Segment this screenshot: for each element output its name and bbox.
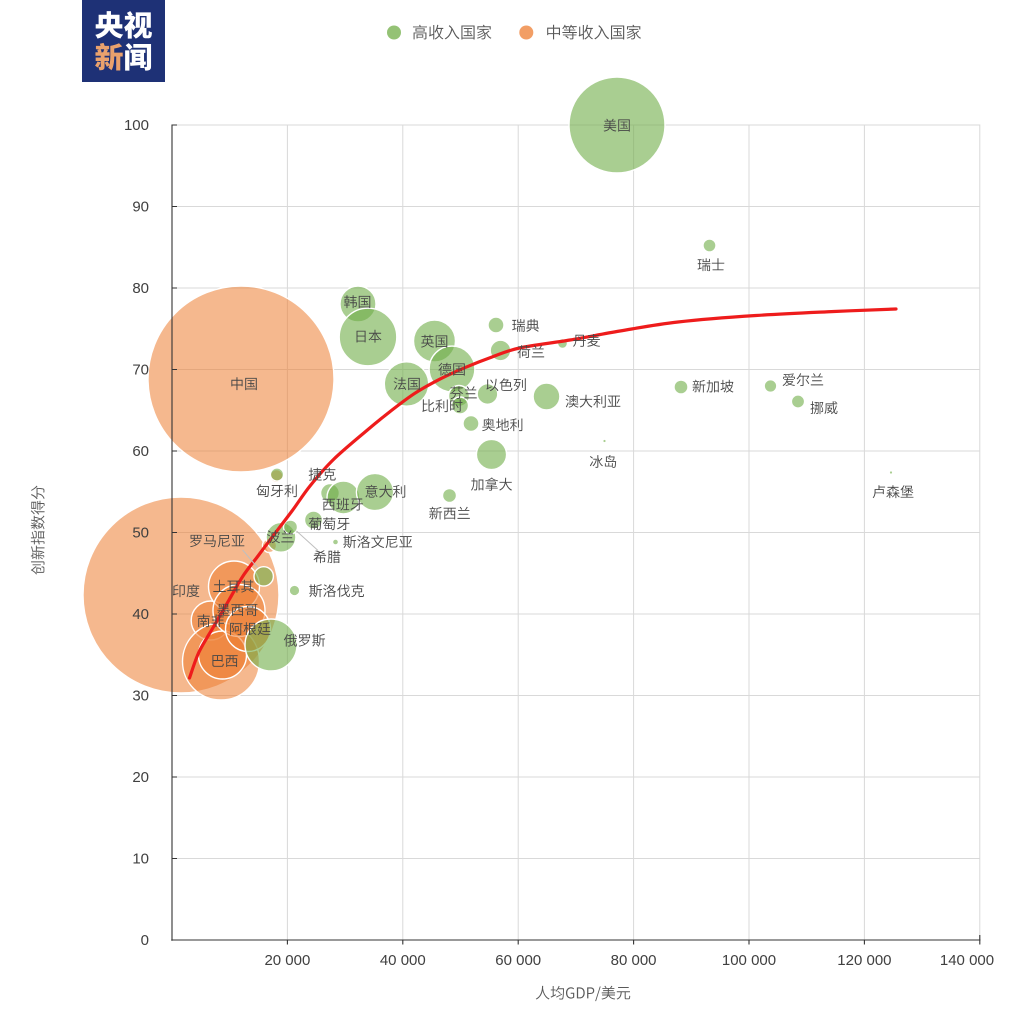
svg-text:20: 20 <box>132 769 149 786</box>
svg-text:30: 30 <box>132 688 149 705</box>
svg-text:10: 10 <box>132 851 149 868</box>
svg-text:40: 40 <box>132 606 149 623</box>
svg-text:0: 0 <box>141 932 149 949</box>
svg-text:60: 60 <box>132 443 149 460</box>
svg-text:80 000: 80 000 <box>611 952 657 969</box>
svg-text:140 000: 140 000 <box>940 952 994 969</box>
svg-text:120 000: 120 000 <box>837 952 891 969</box>
svg-text:70: 70 <box>132 362 149 379</box>
svg-text:80: 80 <box>132 280 149 297</box>
svg-text:100 000: 100 000 <box>722 952 776 969</box>
svg-text:60 000: 60 000 <box>495 952 541 969</box>
svg-text:20 000: 20 000 <box>264 952 310 969</box>
svg-text:50: 50 <box>132 525 149 542</box>
svg-text:40 000: 40 000 <box>380 952 426 969</box>
svg-text:90: 90 <box>132 199 149 216</box>
svg-text:100: 100 <box>124 117 149 134</box>
